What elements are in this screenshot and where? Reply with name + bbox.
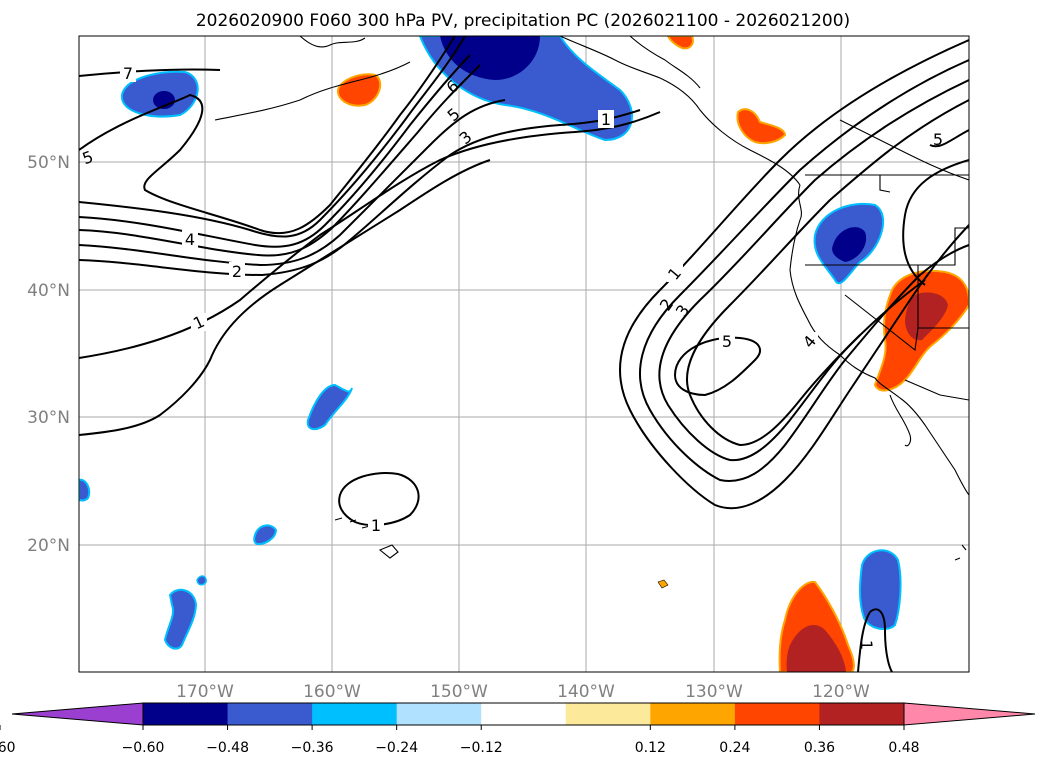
colorbar-segment xyxy=(565,703,651,725)
lat-label-20n: 20°N xyxy=(27,536,70,556)
lat-label-40n: 40°N xyxy=(27,281,70,301)
contour-4-right xyxy=(685,99,969,447)
lon-label-150w: 150°W xyxy=(430,682,488,702)
colorbar-segment xyxy=(227,703,313,725)
colorbar-tick-label: −0.36 xyxy=(291,740,334,756)
coast-inland-canada xyxy=(839,119,969,181)
colorbar-segment xyxy=(143,703,229,725)
lon-label-140w: 140°W xyxy=(557,682,615,702)
lon-label-160w: 160°W xyxy=(303,682,361,702)
map-panel: 7 5 4 2 1 6 5 3 1 1 2 3 5 4 xyxy=(78,35,970,673)
lat-axis: 50°N 40°N 30°N 20°N xyxy=(27,153,70,556)
contour-3 xyxy=(79,99,506,267)
colorbar-segment xyxy=(312,703,398,725)
lat-label-50n: 50°N xyxy=(27,153,70,173)
blue-area-south-west xyxy=(163,588,198,650)
colorbar-tick-label: 0.48 xyxy=(888,740,919,756)
colorbar-tick-labels: −0.60 −0.48 −0.36 −0.24 −0.12 0.12 0.24 0.36 0.4… xyxy=(0,725,920,756)
colorbar-tick-label: 0.60 xyxy=(0,740,16,756)
contour-2 xyxy=(79,109,641,277)
contour-6 xyxy=(79,36,466,238)
blue-area-small-1 xyxy=(253,524,278,546)
contour-label-4-left: 4 xyxy=(185,230,195,249)
hawaii-big-island xyxy=(378,544,399,559)
red-area-bering xyxy=(336,73,382,107)
coastlines xyxy=(214,36,969,561)
blue-area-south-east xyxy=(859,549,902,631)
darkblue-core-oregon xyxy=(832,227,867,262)
colorbar-tick-label: 0.12 xyxy=(635,740,666,756)
contour-label-1-bottom: 1 xyxy=(857,640,876,650)
lat-label-30n: 30°N xyxy=(27,408,70,428)
contour-5-mid xyxy=(79,54,471,248)
colorbar-extend-high xyxy=(904,703,1035,725)
colorbar-tick-label: 0.24 xyxy=(719,740,750,756)
coast-us-west xyxy=(789,184,901,399)
contour-1-bottom xyxy=(857,608,893,672)
figure-title: 2026020900 F060 300 hPa PV, precipitatio… xyxy=(196,11,850,31)
coast-mexico-islands xyxy=(954,544,967,561)
contour-1-south xyxy=(79,159,491,436)
contour-label-5-right: 5 xyxy=(722,332,732,351)
contour-label-1-top: 1 xyxy=(601,110,611,129)
border-us-mexico xyxy=(904,379,969,401)
colorbar-segment xyxy=(396,703,482,725)
contour-label-5-edge: 5 xyxy=(933,130,943,149)
contour-5-edge xyxy=(929,129,969,148)
lon-label-130w: 130°W xyxy=(685,682,743,702)
contour-7 xyxy=(79,68,221,77)
border-idaho xyxy=(879,175,891,193)
coast-aleutian-chain xyxy=(214,61,411,121)
contour-label-2-left: 2 xyxy=(232,262,242,281)
colorbar-tick-label: −0.48 xyxy=(206,740,249,756)
darkred-core-south xyxy=(786,625,846,672)
map-background xyxy=(79,36,969,672)
coast-alaska-panhandle xyxy=(629,36,701,89)
contour-label-1-hawaii: 1 xyxy=(371,516,381,535)
contour-2-right xyxy=(639,59,969,482)
precip-negative xyxy=(79,36,902,650)
coast-mexico-pacific xyxy=(899,397,969,496)
contour-1-hawaii xyxy=(338,472,420,527)
red-area-alaska-coast xyxy=(666,36,694,50)
colorbar-segments xyxy=(12,703,1035,725)
colorbar-segment xyxy=(734,703,820,725)
lon-label-170w: 170°W xyxy=(176,682,234,702)
colorbar-tick-label: −0.60 xyxy=(122,740,165,756)
pv-contours xyxy=(79,36,969,672)
map-frame xyxy=(78,35,970,673)
colorbar-tick-label: −0.24 xyxy=(375,740,418,756)
colorbar-segment xyxy=(650,703,736,725)
lon-label-120w: 120°W xyxy=(812,682,870,702)
coast-alaska-west xyxy=(299,36,366,48)
blue-area-west-edge xyxy=(79,478,91,502)
contour-5-right xyxy=(673,336,761,397)
contour-1-right xyxy=(619,39,969,510)
colorbar-segment xyxy=(819,703,905,725)
orange-dot-small xyxy=(657,579,669,589)
contour-1-right-inner xyxy=(902,159,969,286)
border-california-nevada xyxy=(844,294,969,352)
colorbar: −0.60 −0.48 −0.36 −0.24 −0.12 0.12 0.24 0.36 0.4… xyxy=(0,702,1036,756)
blue-area-small-2 xyxy=(196,575,207,586)
contour-label-7: 7 xyxy=(123,64,133,83)
red-area-bc-coast xyxy=(736,108,787,145)
colorbar-tick-label: −0.12 xyxy=(460,740,503,756)
blue-area-central-pacific xyxy=(306,383,353,431)
darkred-core-california-nevada xyxy=(905,292,948,341)
colorbar-frame-right xyxy=(903,702,1036,726)
coast-alaska-gulf xyxy=(559,36,801,186)
colorbar-tick-label: 0.36 xyxy=(804,740,835,756)
lon-axis: 170°W 160°W 150°W 140°W 130°W 120°W xyxy=(176,682,870,702)
contour-5-left xyxy=(79,36,456,235)
colorbar-segment xyxy=(481,703,567,725)
coast-baja xyxy=(889,394,912,447)
colorbar-extend-low xyxy=(12,703,143,725)
border-oregon-idaho xyxy=(805,227,969,266)
darkblue-core-alaska-gulf xyxy=(440,36,540,80)
